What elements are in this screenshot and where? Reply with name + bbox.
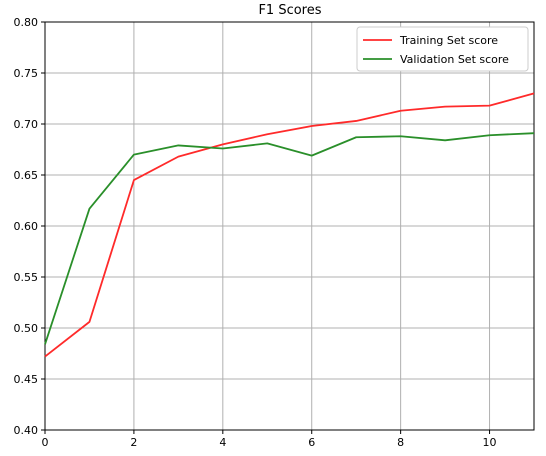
x-tick-label: 2 (130, 436, 137, 449)
series-lines (44, 92, 535, 358)
legend-label-validation: Validation Set score (400, 53, 509, 66)
grid (44, 21, 534, 431)
legend-box (356, 26, 529, 72)
y-tick-label: 0.70 (14, 118, 39, 131)
x-tick-label: 0 (42, 436, 49, 449)
x-tick-label: 4 (219, 436, 226, 449)
series-line-training (44, 92, 535, 358)
y-tick-label: 0.45 (14, 373, 39, 386)
y-tick-label: 0.60 (14, 220, 39, 233)
series-line-validation (44, 132, 535, 345)
y-tick-label: 0.75 (14, 67, 39, 80)
y-tick-label: 0.40 (14, 424, 39, 437)
y-tick-label: 0.80 (14, 16, 39, 29)
plot-frame (44, 21, 535, 431)
x-tick-label: 10 (483, 436, 497, 449)
axis-ticks: 0 2 4 6 8 10 0.40 0.45 0.50 0.55 0.60 0.65 0.70 0.75 0… (14, 16, 497, 449)
legend: Training Set score Validation Set score (356, 26, 529, 72)
y-tick-label: 0.55 (14, 271, 39, 284)
chart-title: F1 Scores (258, 3, 321, 18)
y-tick-label: 0.65 (14, 169, 39, 182)
x-tick-label: 6 (308, 436, 315, 449)
x-tick-label: 8 (397, 436, 404, 449)
legend-label-training: Training Set score (399, 34, 498, 47)
y-tick-label: 0.50 (14, 322, 39, 335)
